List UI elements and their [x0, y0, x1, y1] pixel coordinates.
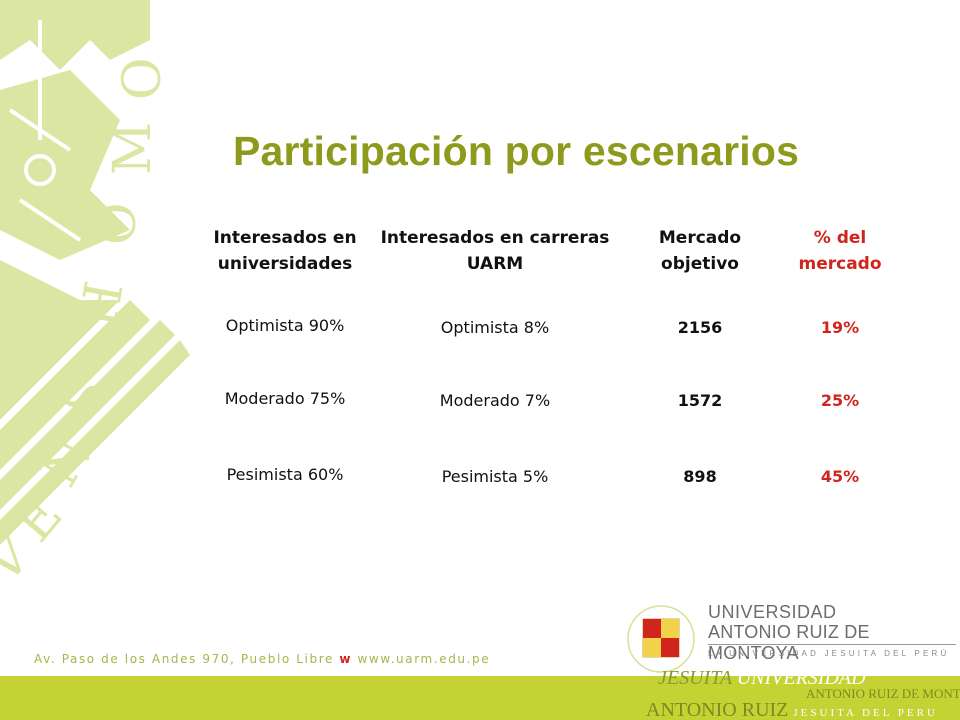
address-web-marker: w	[339, 652, 353, 666]
header-porcentaje-mercado: % del mercado	[798, 228, 882, 274]
logo-name-line2: ANTONIO RUIZ DE MONTOYA	[708, 622, 870, 663]
logo-watermark: JESUITA UNIVERSIDAD ANTONIO RUIZ DE MONT…	[646, 670, 960, 720]
svg-text:H: H	[69, 277, 136, 332]
table-cell-mercado-optimista: 2156	[677, 318, 723, 337]
table-cell-carreras-optimista: Optimista 8%	[440, 318, 550, 337]
logo-name-line1: UNIVERSIDAD	[708, 602, 837, 622]
svg-text:O: O	[88, 202, 148, 245]
footer-address: Av. Paso de los Andes 970, Pueblo Libre …	[34, 652, 490, 666]
university-seal-icon	[627, 605, 695, 673]
table-cell-porcentaje-pesimista: 45%	[820, 467, 860, 486]
table-cell-carreras-moderado: Moderado 7%	[439, 391, 551, 410]
table-cell-universidades-optimista: Optimista 90%	[225, 316, 345, 335]
table-cell-universidades-pesimista: Pesimista 60%	[226, 465, 344, 484]
slide-title: Participación por escenarios	[233, 128, 800, 174]
logo-divider	[708, 644, 956, 645]
table-cell-universidades-moderado: Moderado 75%	[224, 389, 346, 408]
header-mercado-objetivo: Mercado objetivo	[658, 228, 742, 274]
header-interesados-carreras: Interesados en carreras UARM	[380, 228, 610, 274]
table-cell-mercado-pesimista: 898	[683, 467, 717, 486]
footer-band	[0, 676, 960, 720]
background-crest-decoration: O M O H S N E V	[0, 0, 190, 596]
table-cell-mercado-moderado: 1572	[677, 391, 723, 410]
svg-text:O: O	[113, 57, 173, 100]
header-interesados-universidades: Interesados en universidades	[213, 228, 357, 274]
svg-text:M: M	[103, 122, 163, 175]
university-logo: UNIVERSIDAD ANTONIO RUIZ DE MONTOYA LA U…	[626, 598, 960, 720]
table-cell-porcentaje-moderado: 25%	[820, 391, 860, 410]
address-website-link[interactable]: www.uarm.edu.pe	[357, 652, 491, 666]
logo-tagline: LA UNIVERSIDAD JESUITA DEL PERÚ	[708, 649, 950, 658]
address-street: Av. Paso de los Andes 970, Pueblo Libre	[34, 652, 334, 666]
table-cell-carreras-pesimista: Pesimista 5%	[441, 467, 549, 486]
table-cell-porcentaje-optimista: 19%	[820, 318, 860, 337]
